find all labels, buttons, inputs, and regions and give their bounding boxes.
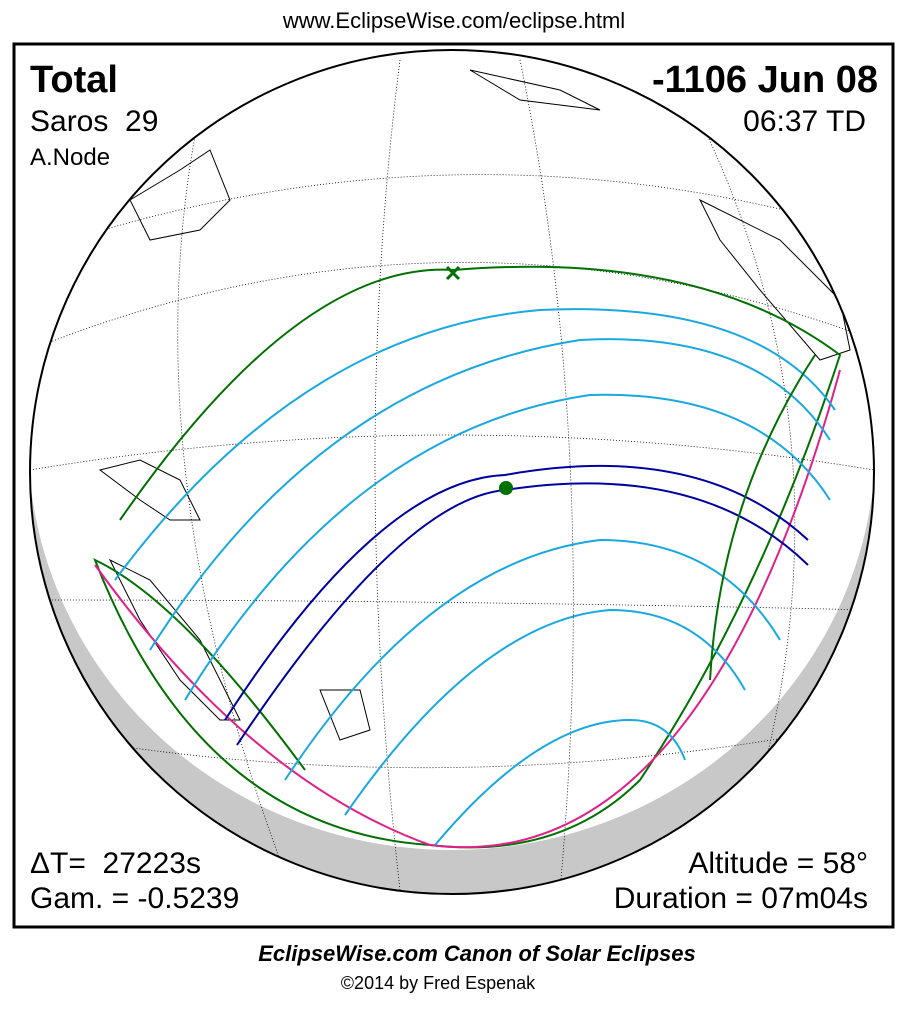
graticule xyxy=(30,59,874,891)
gamma: Gam. = -0.5239 xyxy=(30,882,239,915)
footer-title: EclipseWise.com Canon of Solar Eclipses xyxy=(258,941,696,966)
node: A.Node xyxy=(30,144,110,171)
altitude: Altitude = 58° xyxy=(688,847,868,880)
greatest-eclipse-marker xyxy=(445,265,461,281)
globe xyxy=(30,50,874,894)
eclipse-paths xyxy=(93,265,842,849)
copyright: ©2014 by Fred Espenak xyxy=(341,973,536,993)
eclipse-time: 06:37 TD xyxy=(743,105,866,138)
greatest-duration-marker xyxy=(499,481,513,495)
eclipse-type: Total xyxy=(30,59,118,101)
globe-outline xyxy=(29,49,875,895)
duration: Duration = 07m04s xyxy=(614,882,868,915)
url: www.EclipseWise.com/eclipse.html xyxy=(282,8,625,33)
delta-t: ΔT= 27223s xyxy=(30,847,201,880)
coastlines xyxy=(98,69,851,741)
eclipse-date: -1106 Jun 08 xyxy=(652,59,878,101)
saros: Saros 29 xyxy=(30,105,158,138)
frame xyxy=(12,42,895,929)
